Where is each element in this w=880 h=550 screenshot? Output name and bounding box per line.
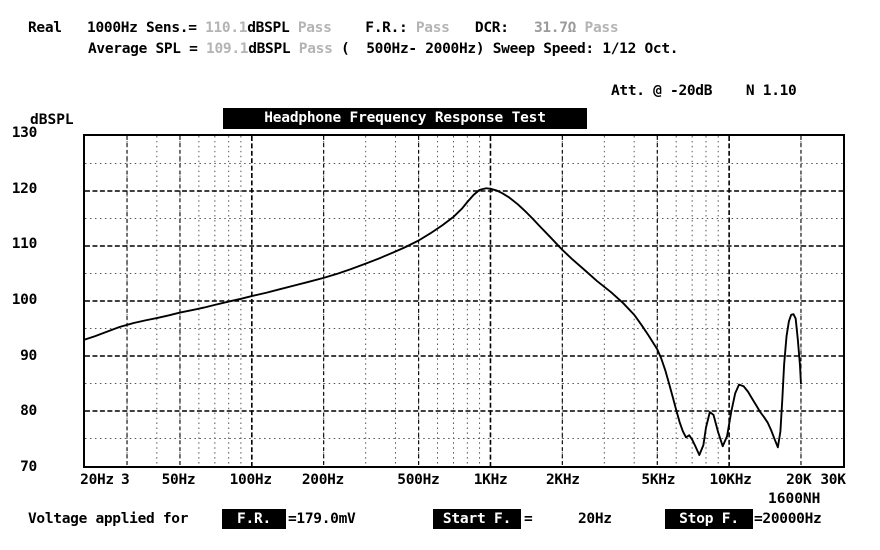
avg-spl-range: ( 500Hz- 2000Hz) [340,41,485,57]
y-tick-label: 120 [11,180,38,197]
attenuation-label: Att. @ -20dB [611,83,713,99]
x-tick-label: 200Hz [301,472,344,488]
spacer-5 [407,20,415,36]
y-tick-label: 70 [20,459,37,475]
sens-verdict: Pass [297,20,332,36]
spacer-11 [333,41,341,57]
header-line-3: Att. @ -20dB N 1.10 [611,83,797,99]
start-frequency-value: 20Hz [578,511,612,527]
stop-frequency-badge[interactable]: Stop F. [665,509,753,529]
spacer-14 [712,83,746,99]
spacer-9 [198,41,206,57]
header-line-1: Real 1000Hz Sens.= 110.1dBSPL Pass F.R.:… [28,20,619,36]
avg-spl-unit: dBSPL [248,41,291,57]
n-value-label: N 1.10 [745,83,797,99]
dcr-verdict: Pass [584,20,619,36]
y-axis-title: dBSPL [30,112,74,128]
avg-spl-label: Average SPL = [88,41,198,57]
x-tick-label: 20Hz [80,472,114,488]
spacer-4 [332,20,366,36]
x-tick-label: 10KHz [709,472,752,488]
start-frequency-badge[interactable]: Start F. [433,509,521,529]
dcr-label: DCR: [474,20,509,36]
y-tick-label: 110 [11,236,38,253]
sweep-speed-value: 1/12 Oct. [602,41,679,57]
x-tick-label: 500Hz [397,472,440,488]
x-tick-label: 20K [786,472,812,488]
spacer-2 [197,20,205,36]
footnote-label: 1600NH [768,491,821,507]
sens-label: 1000Hz Sens.= [87,20,197,36]
y-tick-label: 130 [11,125,38,141]
spacer-10 [290,41,298,57]
chart-title-banner: Headphone Frequency Response Test [223,108,587,129]
x-tick-label: 100Hz [229,472,272,488]
fr-verdict: Pass [415,20,450,36]
x-tick-label: 2KHz [545,472,580,488]
header-line-2: Average SPL = 109.1dBSPL Pass ( 500Hz- 2… [88,41,678,57]
fr-label: F.R.: [365,20,408,36]
frequency-response-curve [85,187,802,456]
x-tick-label: 3 [121,472,130,488]
voltage-value: =179.0mV [288,511,356,527]
spacer-12 [484,41,492,57]
sens-unit: dBSPL [247,20,290,36]
bottom-status-bar: Voltage applied for F.R. =179.0mV Start … [0,509,880,533]
spacer-6 [450,20,475,36]
spacer-1 [62,20,87,36]
spacer-3 [289,20,297,36]
sens-value: 110.1 [205,20,248,36]
y-tick-label: 90 [20,347,37,364]
y-tick-label: 100 [11,292,38,308]
voltage-applied-label: Voltage applied for [28,511,189,527]
x-tick-label: 30K [820,472,846,488]
stop-frequency-value: =20000Hz [754,511,822,527]
y-tick-label: 80 [20,403,37,420]
sweep-speed-label: Sweep Speed: [492,41,594,57]
frequency-response-plot [83,134,845,468]
fr-badge[interactable]: F.R. [222,509,286,529]
dcr-value: 31.7Ω [533,20,577,36]
mode-label: Real [28,20,62,36]
avg-spl-verdict: Pass [298,41,333,57]
spacer-7 [509,20,534,36]
x-tick-label: 1KHz [473,472,508,488]
plot-gridlines [85,136,843,466]
spacer-8 [576,20,584,36]
x-tick-label: 5KHz [641,472,676,488]
avg-spl-value: 109.1 [206,41,249,57]
start-frequency-equals: = [524,511,533,527]
x-tick-label: 50Hz [161,472,196,488]
